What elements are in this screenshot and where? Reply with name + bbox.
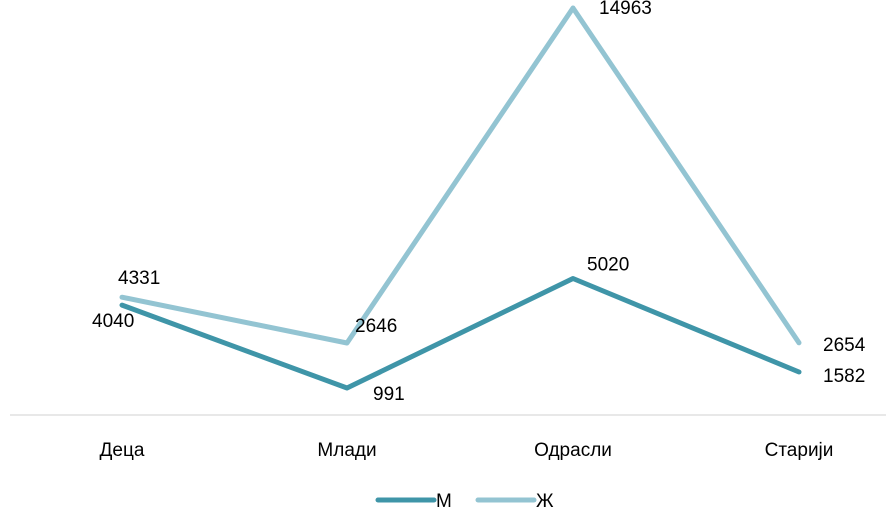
data-label: 5020: [587, 254, 629, 275]
legend-item-zh: Ж: [475, 491, 554, 512]
category-label: Старији: [765, 440, 834, 461]
legend-label: Ж: [536, 491, 554, 510]
legend-label: М: [436, 491, 452, 510]
data-label: 1582: [823, 366, 865, 387]
data-label: 14963: [599, 0, 652, 19]
data-label: 2646: [355, 316, 397, 337]
data-label: 2654: [823, 335, 866, 356]
series-line-m: [119, 276, 802, 391]
category-label: Деца: [100, 440, 145, 461]
category-label: Млади: [317, 440, 376, 461]
data-label: 991: [373, 384, 405, 405]
category-labels: Деца Млади Одрасли Старији: [100, 440, 834, 461]
category-label: Одрасли: [534, 440, 612, 461]
data-label: 4040: [92, 311, 134, 332]
data-label: 4331: [118, 268, 160, 289]
legend-item-m: М: [375, 491, 452, 512]
series-lines: [119, 5, 802, 391]
data-labels: 4040 991 5020 1582 4331 2646 14963 2654: [92, 0, 866, 405]
series-line-zh: [119, 5, 802, 346]
